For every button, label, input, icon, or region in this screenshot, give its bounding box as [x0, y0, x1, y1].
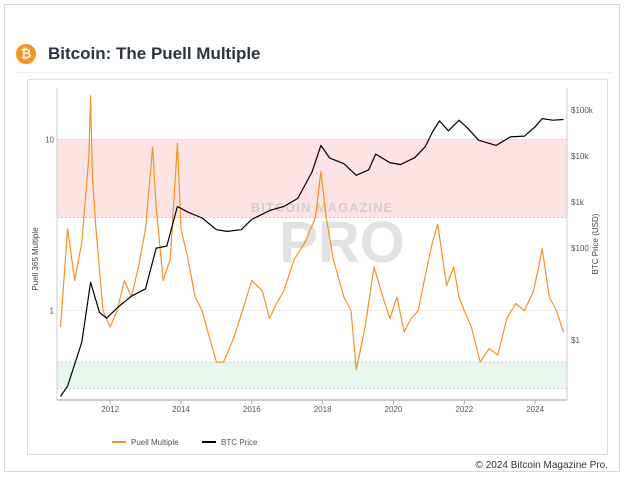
copyright-credit: © 2024 Bitcoin Magazine Pro.: [475, 460, 608, 471]
x-tick-label: 2020: [385, 405, 403, 414]
band-undervalued: [57, 362, 567, 389]
left-tick-label: 10: [45, 135, 54, 144]
legend-puell-multiple: Puell Multiple: [112, 438, 179, 447]
right-tick-label: $10k: [571, 152, 589, 161]
y-axis-label-left: Puell 365 Multiple: [31, 227, 40, 291]
watermark-product: PRO: [279, 210, 405, 275]
x-tick-label: 2024: [526, 405, 544, 414]
x-tick-label: 2016: [243, 405, 261, 414]
right-tick-label: $1: [571, 336, 580, 345]
legend-btc-price: BTC Price: [202, 438, 258, 447]
x-tick-label: 2012: [101, 405, 119, 414]
chart-title: Bitcoin: The Puell Multiple: [48, 44, 261, 63]
right-tick-label: $100k: [571, 106, 594, 115]
band-overvalued: [57, 139, 567, 218]
right-tick-label: $100: [571, 244, 589, 253]
btc-price-line: [60, 117, 564, 397]
legend-label: Puell Multiple: [131, 438, 179, 447]
x-tick-label: 2014: [172, 405, 190, 414]
x-tick-label: 2022: [455, 405, 473, 414]
chart-header: ₿ Bitcoin: The Puell Multiple: [16, 38, 606, 70]
right-tick-label: $1k: [571, 198, 585, 207]
watermark-brand: BITCOIN MAGAZINE: [251, 200, 393, 215]
puell-multiple-line: [59, 95, 565, 371]
header-divider: [16, 72, 613, 73]
x-tick-label: 2018: [314, 405, 332, 414]
left-tick-label: 1: [50, 307, 55, 316]
legend-label: BTC Price: [221, 438, 258, 447]
legend: Puell Multiple BTC Price: [112, 438, 258, 447]
bitcoin-icon: ₿: [16, 44, 36, 64]
y-axis-label-right: BTC Price (USD): [591, 213, 600, 274]
